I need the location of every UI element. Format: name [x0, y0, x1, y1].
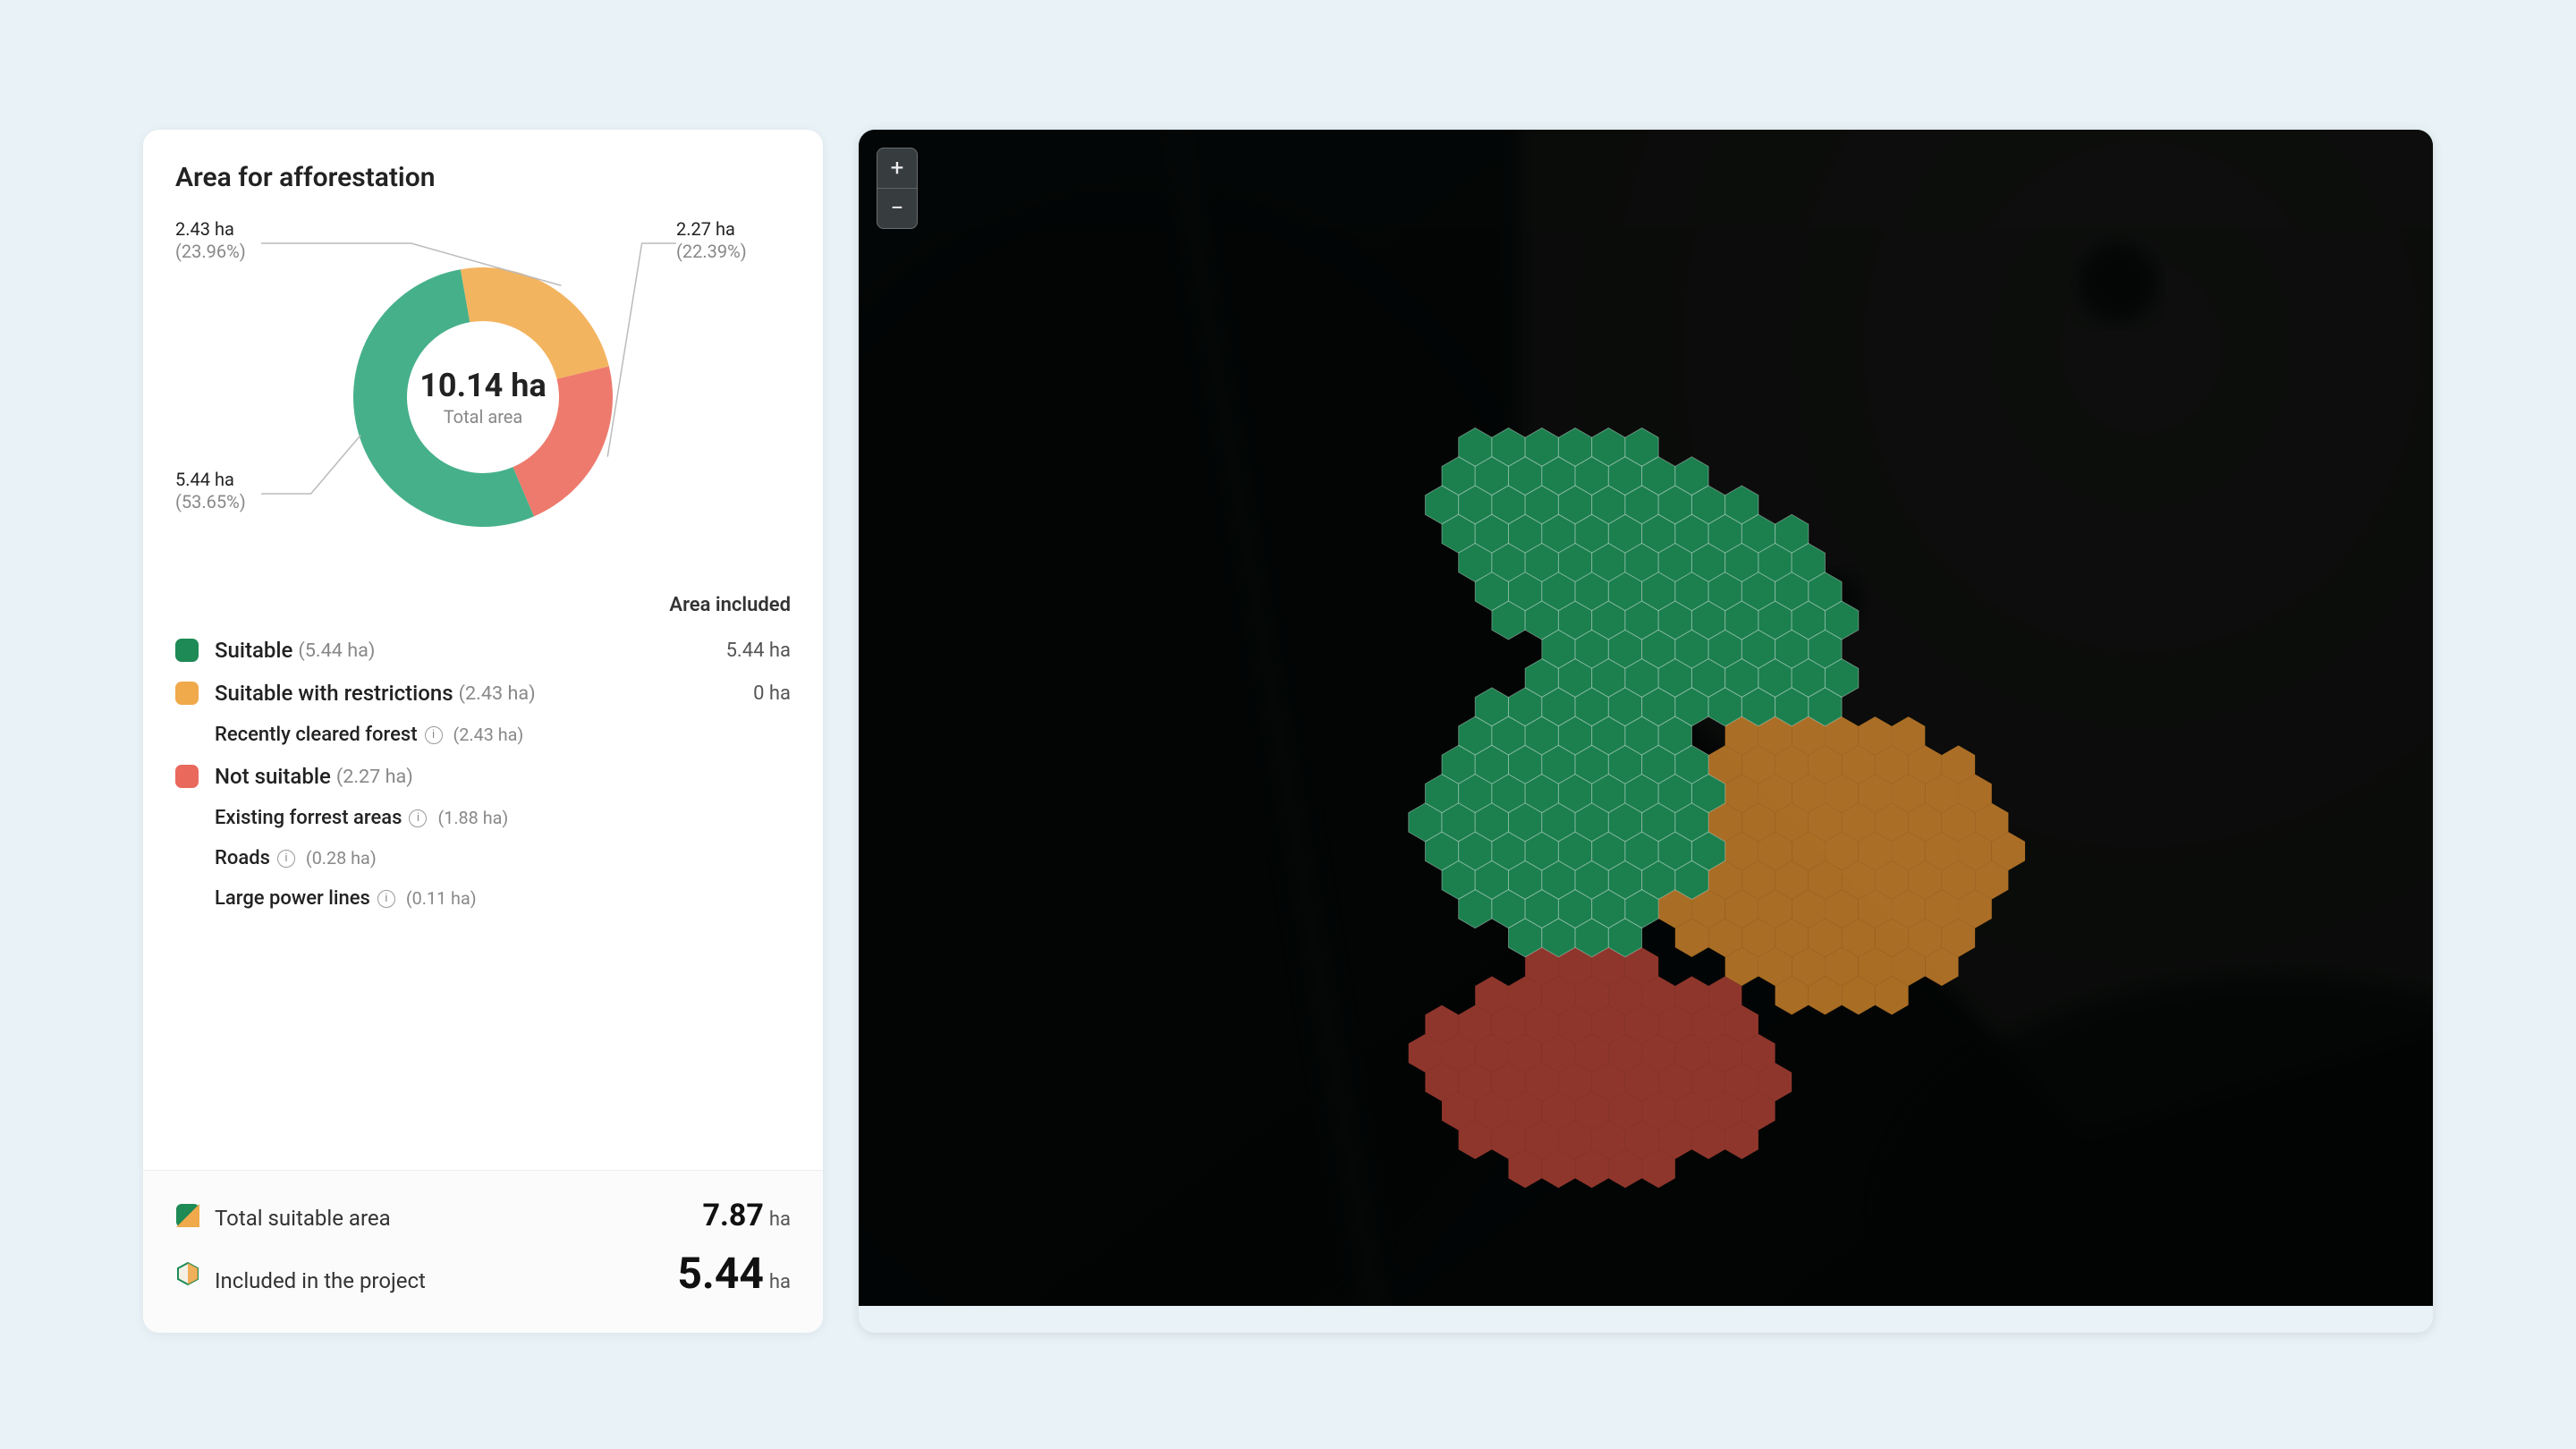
donut-callout-notsuitable: 2.27 ha (22.39%) [676, 218, 747, 263]
footer-row: Total suitable area 7.87ha [175, 1191, 791, 1241]
donut-total-value: 10.14 ha [419, 367, 546, 404]
zoom-out-button[interactable]: − [877, 188, 917, 228]
footer-value: 7.87 [703, 1198, 764, 1233]
legend-subrow: Recently cleared forest i (2.43 ha) [175, 715, 791, 755]
info-icon[interactable]: i [409, 809, 427, 827]
legend-area: (2.43 ha) [459, 682, 536, 705]
callout-pct: (23.96%) [175, 241, 246, 263]
legend-subrow: Roadsi (0.28 ha) [175, 838, 791, 878]
panel-body: Area for afforestation 10.14 ha Total ar… [143, 130, 823, 1170]
zoom-in-button[interactable]: + [877, 148, 917, 188]
legend-swatch [175, 639, 199, 662]
legend-included-value: 5.44 ha [726, 640, 791, 662]
info-icon[interactable]: i [377, 890, 395, 908]
donut-callout-restricted: 2.43 ha (23.96%) [175, 218, 246, 263]
zoom-controls: + − [877, 148, 918, 229]
afforestation-panel: Area for afforestation 10.14 ha Total ar… [143, 130, 823, 1333]
legend-subrow: Large power lines i (0.11 ha) [175, 878, 791, 919]
legend-area: (5.44 ha) [298, 640, 375, 662]
layout-wrap: Area for afforestation 10.14 ha Total ar… [143, 130, 2433, 1333]
donut-chart: 10.14 ha Total area 2.43 ha (23.96%) 2.2… [175, 209, 791, 585]
legend-included-value: 0 ha [753, 682, 791, 705]
map-hex-overlay [859, 130, 2433, 1306]
legend-name: Suitable [215, 638, 292, 663]
panel-title: Area for afforestation [175, 162, 791, 193]
donut-total-label: Total area [419, 406, 546, 428]
stage: Area for afforestation 10.14 ha Total ar… [0, 0, 2576, 1449]
legend-sub-name: Large power lines [215, 887, 370, 910]
legend-row: Suitable with restrictions (2.43 ha) 0 ha [175, 672, 791, 715]
callout-value: 2.27 ha [676, 218, 747, 241]
legend-sub-area: (0.28 ha) [306, 848, 377, 869]
legend-name: Not suitable [215, 764, 331, 789]
info-icon[interactable]: i [425, 726, 443, 744]
legend-area: (2.27 ha) [336, 766, 413, 788]
footer-label: Total suitable area [215, 1206, 391, 1231]
legend-sub-area: (1.88 ha) [437, 808, 508, 828]
donut-callout-suitable: 5.44 ha (53.65%) [175, 469, 246, 513]
footer-unit: ha [769, 1208, 791, 1231]
legend-header: Area included [175, 594, 791, 616]
callout-pct: (22.39%) [676, 241, 747, 263]
legend-sub-name: Recently cleared forest [215, 724, 418, 746]
legend-rows: Suitable (5.44 ha) 5.44 ha Suitable with re… [175, 629, 791, 919]
footer-row: Included in the project 5.44ha [175, 1241, 791, 1306]
callout-pct: (53.65%) [175, 491, 246, 513]
footer-value: 5.44 [677, 1248, 764, 1299]
legend-swatch [175, 682, 199, 705]
legend-sub-name: Roads [215, 847, 270, 869]
hex-icon [175, 1261, 200, 1286]
legend-sub-area: (2.43 ha) [453, 724, 524, 745]
legend-name: Suitable with restrictions [215, 681, 453, 706]
legend-row: Suitable (5.44 ha) 5.44 ha [175, 629, 791, 672]
callout-value: 5.44 ha [175, 469, 246, 491]
info-icon[interactable]: i [277, 850, 295, 868]
legend-row: Not suitable(2.27 ha) [175, 755, 791, 798]
map-view[interactable]: + − [859, 130, 2433, 1333]
callout-value: 2.43 ha [175, 218, 246, 241]
legend-sub-name: Existing forrest areas [215, 807, 402, 829]
donut-center: 10.14 ha Total area [419, 367, 546, 428]
panel-footer: Total suitable area7.87ha Included in th… [143, 1170, 823, 1333]
legend-sub-area: (0.11 ha) [406, 888, 477, 909]
footer-unit: ha [769, 1271, 791, 1293]
suitable-area-icon [175, 1203, 200, 1228]
footer-label: Included in the project [215, 1268, 426, 1293]
legend-swatch [175, 765, 199, 788]
legend-subrow: Existing forrest areas i (1.88 ha) [175, 798, 791, 838]
